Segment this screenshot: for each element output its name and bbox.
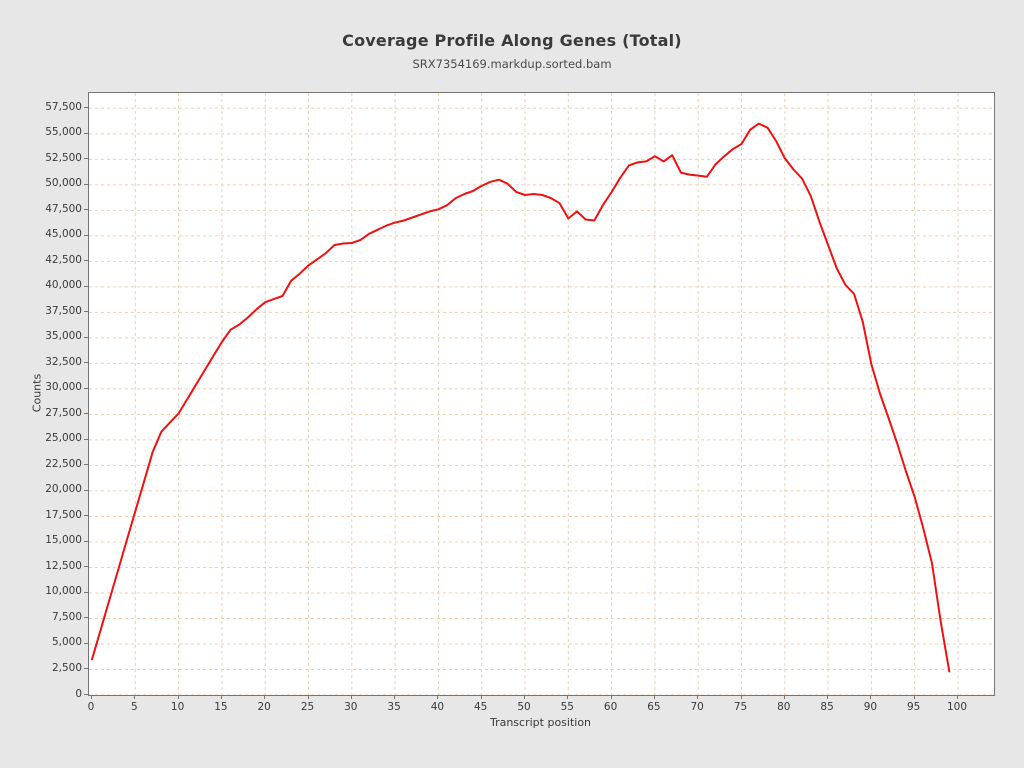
x-tick-mark [914,695,915,699]
x-tick-label: 75 [733,701,748,713]
y-tick-label: 55,000 [45,126,82,139]
x-tick-mark [91,695,92,699]
x-tick-mark [264,695,265,699]
x-tick-mark [134,695,135,699]
y-tick-mark [84,643,88,644]
y-tick-label: 35,000 [45,330,82,343]
y-tick-mark [84,668,88,669]
y-tick-label: 20,000 [45,483,82,496]
y-tick-label: 25,000 [45,432,82,445]
y-tick-label: 42,500 [45,253,82,266]
y-tick-mark [84,362,88,363]
y-tick-label: 17,500 [45,508,82,521]
y-tick-mark [84,107,88,108]
x-tick-mark [697,695,698,699]
y-tick-label: 15,000 [45,534,82,547]
x-tick-mark [611,695,612,699]
y-tick-label: 12,500 [45,559,82,572]
x-tick-mark [567,695,568,699]
chart-title: Coverage Profile Along Genes (Total) [342,31,682,50]
y-tick-mark [84,592,88,593]
x-tick-mark [481,695,482,699]
y-tick-label: 52,500 [45,151,82,164]
x-tick-label: 65 [647,701,661,713]
y-tick-mark [84,158,88,159]
y-tick-mark [84,413,88,414]
x-tick-label: 10 [170,701,185,713]
y-tick-mark [84,209,88,210]
x-tick-label: 40 [430,701,445,713]
y-tick-label: 40,000 [45,279,82,292]
y-tick-mark [84,617,88,618]
x-tick-mark [351,695,352,699]
y-tick-label: 45,000 [45,228,82,241]
y-tick-mark [84,286,88,287]
y-tick-label: 32,500 [45,355,82,368]
y-tick-mark [84,133,88,134]
x-tick-mark [437,695,438,699]
y-tick-mark [84,464,88,465]
x-tick-mark [178,695,179,699]
y-tick-label: 22,500 [45,457,82,470]
y-tick-mark [84,566,88,567]
y-tick-label: 5,000 [51,636,82,649]
x-axis-title: Transcript position [489,716,592,729]
y-tick-mark [84,541,88,542]
x-tick-label: 35 [387,701,401,713]
x-tick-mark [524,695,525,699]
x-tick-label: 95 [907,701,921,713]
x-tick-label: 0 [87,701,95,713]
x-tick-label: 20 [257,701,271,713]
y-tick-label: 10,000 [45,585,82,598]
x-tick-mark [308,695,309,699]
x-tick-label: 25 [300,701,315,713]
x-tick-mark [957,695,958,699]
x-tick-mark [654,695,655,699]
x-tick-mark [870,695,871,699]
x-tick-label: 100 [946,701,968,713]
x-tick-mark [741,695,742,699]
x-tick-label: 55 [560,701,574,713]
x-tick-label: 5 [130,701,138,713]
y-tick-mark [84,184,88,185]
chart-subtitle: SRX7354169.markdup.sorted.bam [412,57,612,71]
y-tick-mark [84,694,88,695]
y-tick-label: 27,500 [45,406,82,419]
y-tick-label: 47,500 [45,202,82,215]
y-tick-label: 30,000 [45,381,82,394]
y-axis-title: Counts [30,373,44,413]
x-tick-label: 90 [863,701,878,713]
coverage-line-chart [89,93,994,695]
plot-area [88,92,995,696]
x-tick-mark [221,695,222,699]
x-tick-mark [394,695,395,699]
x-tick-label: 45 [474,701,488,713]
y-tick-mark [84,337,88,338]
y-tick-label: 7,500 [51,610,82,623]
y-tick-mark [84,235,88,236]
y-tick-label: 57,500 [45,100,82,113]
y-tick-mark [84,515,88,516]
x-tick-label: 85 [820,701,834,713]
x-tick-label: 50 [517,701,531,713]
x-tick-label: 30 [344,701,358,713]
y-tick-mark [84,311,88,312]
y-tick-mark [84,490,88,491]
y-tick-mark [84,439,88,440]
x-tick-label: 15 [214,701,228,713]
y-tick-label: 37,500 [45,304,82,317]
y-tick-label: 0 [75,687,82,700]
x-tick-label: 60 [603,701,618,713]
x-tick-mark [784,695,785,699]
y-tick-mark [84,388,88,389]
y-tick-label: 50,000 [45,177,82,190]
x-tick-mark [827,695,828,699]
x-tick-label: 70 [690,701,704,713]
x-tick-label: 80 [777,701,791,713]
y-tick-mark [84,260,88,261]
series-line [91,122,951,673]
y-tick-label: 2,500 [51,661,82,674]
